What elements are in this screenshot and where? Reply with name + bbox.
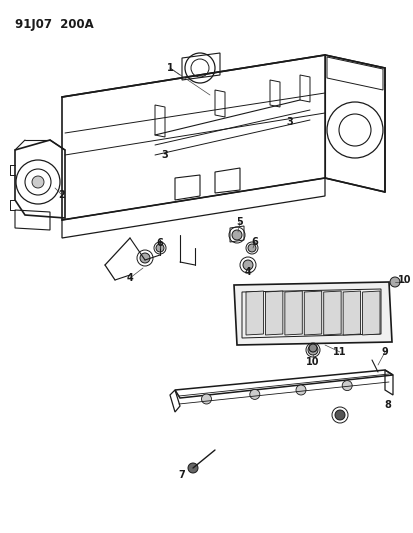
Text: 1: 1 [166,63,173,73]
Circle shape [247,244,255,252]
Text: 10: 10 [306,357,319,367]
Polygon shape [245,291,263,335]
Polygon shape [265,291,282,335]
Circle shape [156,244,164,252]
Text: 11: 11 [332,347,346,357]
Polygon shape [284,291,301,335]
Text: 3: 3 [161,150,168,160]
Polygon shape [233,282,391,345]
Circle shape [389,277,399,287]
Text: 3: 3 [286,117,293,127]
Text: 2: 2 [59,190,65,200]
Polygon shape [342,291,360,335]
Circle shape [201,394,211,404]
Text: 8: 8 [384,400,391,410]
Text: 6: 6 [251,237,258,247]
Circle shape [307,345,317,355]
Circle shape [308,344,316,352]
Text: 7: 7 [178,470,185,480]
Text: 9: 9 [381,347,387,357]
Circle shape [32,176,44,188]
Text: 6: 6 [156,238,163,248]
Circle shape [249,390,259,399]
Circle shape [188,463,197,473]
Circle shape [140,253,150,263]
Circle shape [295,385,305,395]
Polygon shape [362,291,379,335]
Circle shape [231,230,242,240]
Circle shape [242,260,252,270]
Circle shape [334,410,344,420]
Polygon shape [304,291,321,335]
Polygon shape [323,291,340,335]
Text: 10: 10 [397,275,411,285]
Circle shape [342,381,351,391]
Text: 4: 4 [126,273,133,283]
Text: 5: 5 [236,217,243,227]
Text: 4: 4 [244,267,251,277]
Text: 91J07  200A: 91J07 200A [15,18,93,31]
